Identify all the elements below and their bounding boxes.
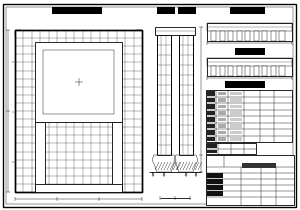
Bar (262, 31, 268, 41)
Bar (237, 66, 242, 76)
Bar (207, 185, 223, 190)
Bar (235, 48, 265, 55)
Bar (218, 118, 226, 121)
Bar (230, 105, 242, 108)
Bar (220, 66, 225, 76)
Bar (262, 66, 268, 76)
Bar (207, 58, 292, 76)
Bar (254, 31, 259, 41)
Bar (207, 173, 223, 178)
Bar (230, 7, 265, 14)
Bar (230, 98, 242, 101)
Bar (207, 144, 217, 147)
Bar (220, 31, 225, 41)
Bar (35, 184, 122, 192)
Bar (35, 42, 122, 122)
Bar (279, 31, 285, 41)
Bar (15, 30, 142, 192)
Bar (279, 66, 285, 76)
Bar (207, 58, 292, 66)
Bar (207, 123, 215, 128)
Bar (207, 104, 215, 109)
Bar (230, 130, 242, 134)
Bar (218, 137, 226, 140)
Bar (230, 124, 242, 127)
Bar (225, 81, 265, 88)
Bar (206, 143, 256, 154)
Bar (245, 31, 250, 41)
Bar (218, 92, 226, 95)
Bar (271, 66, 276, 76)
Bar (207, 117, 215, 122)
Bar (207, 130, 215, 134)
Bar (207, 150, 217, 153)
Bar (211, 66, 216, 76)
Bar (157, 7, 175, 14)
Bar (218, 105, 226, 108)
Bar (245, 66, 250, 76)
Bar (218, 130, 226, 134)
Bar (254, 66, 259, 76)
Bar (230, 137, 242, 140)
Bar (207, 23, 292, 41)
Bar (271, 31, 276, 41)
Bar (228, 66, 233, 76)
Bar (179, 35, 193, 155)
Bar (207, 97, 215, 102)
Bar (230, 111, 242, 114)
Bar (155, 27, 195, 35)
Bar (207, 136, 215, 141)
Bar (157, 35, 171, 155)
Bar (230, 118, 242, 121)
Bar (211, 31, 216, 41)
Bar (228, 31, 233, 41)
Bar (112, 122, 122, 192)
Bar (207, 23, 292, 31)
Bar (206, 90, 292, 142)
Bar (157, 35, 171, 155)
Bar (218, 124, 226, 127)
Bar (15, 30, 142, 192)
Bar (218, 98, 226, 101)
Bar (52, 7, 102, 14)
Polygon shape (174, 155, 198, 172)
Bar (207, 91, 215, 96)
Bar (43, 50, 114, 114)
Bar (179, 35, 193, 155)
Bar (218, 111, 226, 114)
Bar (207, 191, 223, 196)
Bar (206, 155, 294, 205)
Bar (207, 110, 215, 115)
Bar (35, 122, 45, 192)
Bar (242, 163, 276, 168)
Polygon shape (152, 155, 176, 172)
Bar (207, 179, 223, 184)
Bar (230, 92, 242, 95)
Bar (178, 7, 196, 14)
Bar (237, 31, 242, 41)
